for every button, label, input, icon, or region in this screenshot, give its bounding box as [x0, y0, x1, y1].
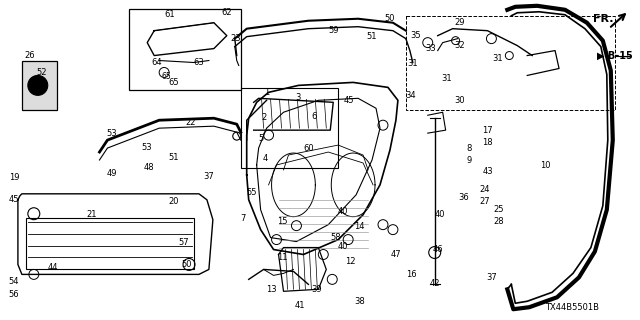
Text: 44: 44	[47, 263, 58, 272]
Text: 1: 1	[264, 88, 269, 97]
Text: 50: 50	[385, 14, 395, 23]
Bar	[241, 88, 338, 168]
Text: 19: 19	[9, 173, 19, 182]
Text: 12: 12	[345, 257, 355, 266]
Text: 35: 35	[410, 31, 421, 40]
Text: 37: 37	[204, 172, 214, 181]
Text: FR.: FR.	[593, 14, 614, 24]
Text: 47: 47	[390, 250, 401, 259]
Text: 8: 8	[467, 144, 472, 153]
Text: 65: 65	[169, 78, 179, 87]
Text: 9: 9	[467, 156, 472, 164]
Text: 2: 2	[261, 113, 266, 122]
Circle shape	[28, 76, 48, 95]
Text: 42: 42	[429, 279, 440, 288]
Text: 21: 21	[86, 210, 97, 219]
Text: 10: 10	[540, 162, 550, 171]
Text: 45: 45	[9, 195, 19, 204]
Text: 59: 59	[328, 26, 339, 35]
Text: 13: 13	[266, 285, 277, 294]
Text: 36: 36	[458, 193, 469, 202]
Text: 37: 37	[486, 273, 497, 282]
Text: 46: 46	[433, 245, 443, 254]
Text: 43: 43	[483, 167, 493, 176]
Text: 41: 41	[294, 301, 305, 310]
Text: 40: 40	[338, 242, 348, 251]
Text: 61: 61	[164, 10, 175, 19]
Text: 18: 18	[482, 138, 493, 147]
Text: 55: 55	[246, 188, 257, 197]
Text: 62: 62	[221, 8, 232, 17]
Text: 60: 60	[303, 144, 314, 153]
Text: 32: 32	[454, 41, 465, 50]
Text: 40: 40	[338, 207, 348, 216]
Text: 24: 24	[479, 185, 490, 194]
Text: 17: 17	[482, 126, 493, 135]
Text: 63: 63	[193, 58, 204, 67]
Text: 15: 15	[277, 217, 288, 226]
Text: 31: 31	[492, 54, 502, 63]
Text: 14: 14	[354, 222, 364, 231]
Text: 52: 52	[36, 68, 47, 77]
Text: 65: 65	[161, 72, 171, 81]
Text: 40: 40	[435, 210, 445, 219]
Text: 51: 51	[169, 153, 179, 162]
Text: 4: 4	[263, 154, 268, 163]
Text: 6: 6	[312, 112, 317, 121]
Text: 34: 34	[406, 91, 416, 100]
Text: 11: 11	[277, 253, 288, 262]
Text: 51: 51	[367, 32, 378, 41]
Text: 58: 58	[330, 233, 340, 242]
Text: 64: 64	[152, 58, 163, 67]
Text: 29: 29	[454, 18, 465, 27]
Bar	[129, 9, 241, 90]
Text: 20: 20	[169, 197, 179, 206]
Text: ▶ B-15: ▶ B-15	[597, 51, 632, 60]
Text: 57: 57	[179, 238, 189, 247]
Text: 22: 22	[186, 118, 196, 127]
Text: 54: 54	[9, 277, 19, 286]
Text: 38: 38	[355, 297, 365, 306]
Text: 25: 25	[493, 205, 504, 214]
Bar	[22, 60, 57, 110]
Text: 31: 31	[408, 59, 418, 68]
Text: 53: 53	[106, 129, 116, 138]
Bar	[406, 16, 615, 110]
Text: 7: 7	[240, 214, 245, 223]
Text: 45: 45	[344, 96, 355, 105]
Text: 56: 56	[8, 290, 19, 299]
Text: 5: 5	[258, 134, 263, 143]
Text: 53: 53	[141, 143, 152, 152]
Text: 30: 30	[454, 96, 465, 105]
Text: 50: 50	[182, 260, 192, 269]
Text: 48: 48	[144, 164, 154, 172]
Text: 3: 3	[296, 93, 301, 102]
Text: 16: 16	[406, 270, 417, 279]
Text: 28: 28	[493, 217, 504, 226]
Text: 49: 49	[106, 169, 116, 179]
Bar	[26, 218, 194, 269]
Text: 26: 26	[24, 51, 35, 60]
Text: 27: 27	[479, 197, 490, 206]
Text: 33: 33	[426, 44, 436, 53]
Text: 39: 39	[311, 285, 322, 294]
Text: TX44B5501B: TX44B5501B	[545, 303, 599, 312]
Text: 23: 23	[230, 34, 241, 43]
Text: 31: 31	[442, 74, 452, 83]
